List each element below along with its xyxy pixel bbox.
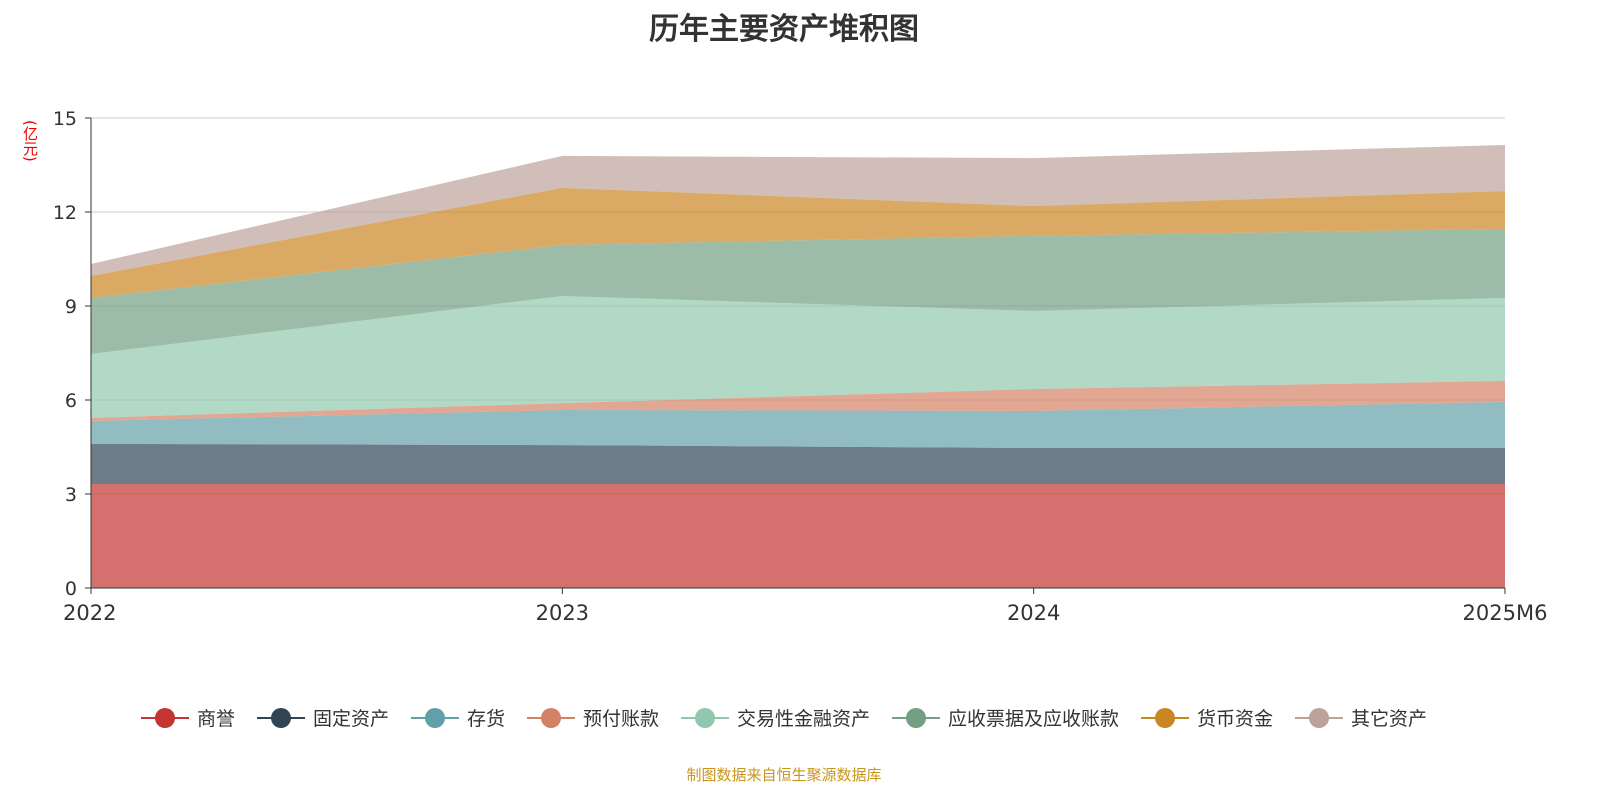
legend-marker-icon (1295, 707, 1344, 728)
legend-label: 其它资产 (1351, 708, 1428, 730)
x-tick-label: 2025M6 (1463, 601, 1548, 625)
legend: 商誉 固定资产 存货 预付账款 交易性金融资产 应收票据及应收账款 货币资金 其它资产 (0, 704, 1568, 731)
legend-marker-icon (1141, 707, 1190, 728)
stacked-area-chart: 0 3 6 9 12 15 2022 2023 2024 2025M6 (53, 108, 1548, 625)
legend-marker-icon (140, 707, 189, 728)
y-tick-label: 9 (65, 296, 77, 318)
legend-marker-icon (256, 707, 305, 728)
area-2 (91, 401, 1505, 448)
y-axis-label: (亿元) (21, 120, 39, 162)
legend-label: 货币资金 (1197, 708, 1274, 730)
area-7 (91, 144, 1505, 276)
chart-title: 历年主要资产堆积图 (649, 12, 919, 47)
legend-item[interactable]: 预付账款 (526, 704, 659, 731)
legend-item[interactable]: 存货 (410, 704, 505, 731)
legend-item[interactable]: 交易性金融资产 (681, 704, 870, 731)
legend-marker-icon (681, 707, 729, 728)
area-3 (91, 380, 1505, 421)
legend-label: 预付账款 (582, 708, 659, 730)
x-tick-label: 2023 (536, 601, 589, 625)
legend-label: 商誉 (196, 708, 235, 730)
y-tick-label: 3 (65, 484, 77, 506)
legend-label: 存货 (466, 708, 505, 730)
x-tick-label: 2022 (63, 601, 116, 625)
legend-item[interactable]: 货币资金 (1141, 704, 1273, 731)
legend-label: 应收票据及应收账款 (948, 708, 1120, 730)
area-6 (91, 187, 1505, 298)
area-4 (91, 295, 1505, 418)
area-0 (91, 483, 1505, 588)
legend-label: 固定资产 (312, 708, 389, 730)
legend-item[interactable]: 其它资产 (1295, 704, 1427, 731)
legend-marker-icon (892, 707, 941, 728)
legend-item[interactable]: 商誉 (140, 704, 235, 731)
x-tick-label: 2024 (1007, 601, 1060, 625)
y-tick-label: 6 (65, 390, 77, 412)
area-5 (91, 228, 1505, 354)
legend-item[interactable]: 固定资产 (256, 704, 389, 731)
legend-label: 交易性金融资产 (737, 708, 871, 730)
legend-item[interactable]: 应收票据及应收账款 (892, 704, 1119, 731)
source-note: 制图数据来自恒生聚源数据库 (686, 766, 882, 784)
legend-marker-icon (410, 707, 459, 728)
y-tick-label: 12 (53, 202, 77, 224)
y-tick-label: 0 (65, 578, 77, 600)
area-1 (91, 443, 1505, 484)
y-tick-label: 15 (53, 108, 77, 130)
legend-marker-icon (526, 707, 575, 728)
